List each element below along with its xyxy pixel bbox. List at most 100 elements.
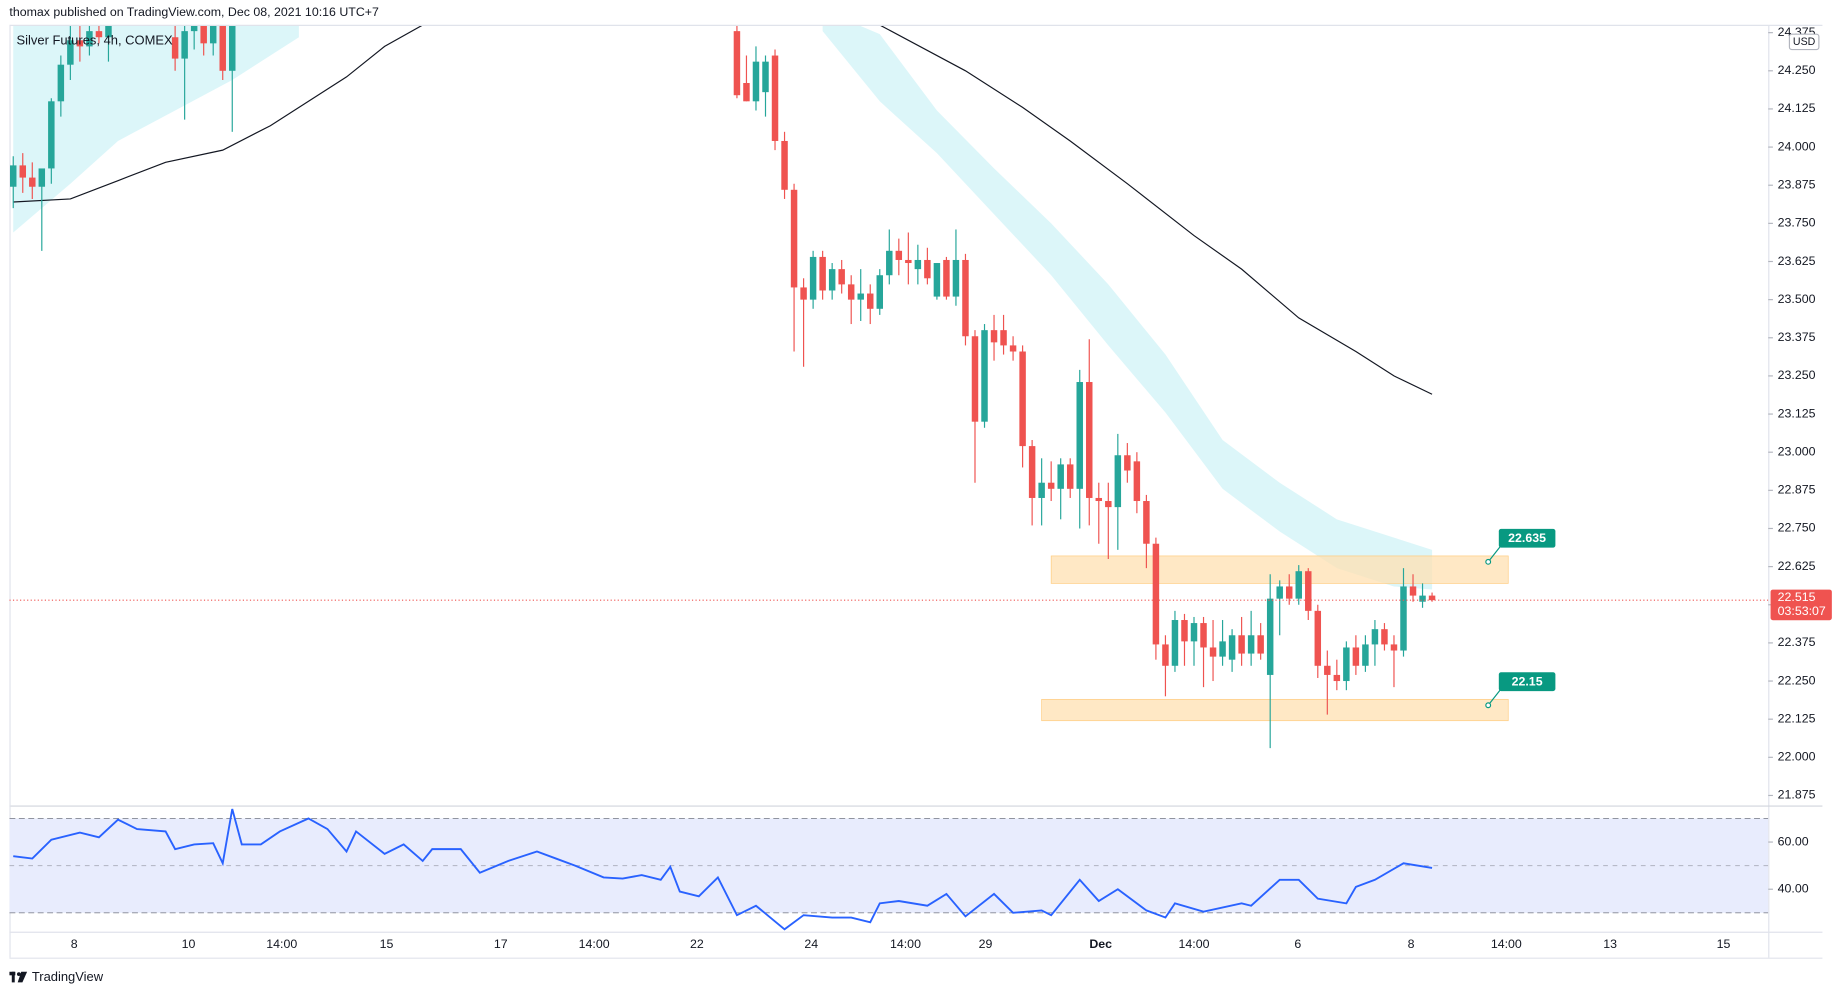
x-tick-label: 8	[71, 937, 78, 951]
callout-anchor	[1485, 558, 1492, 565]
x-tick-label: 6	[1294, 937, 1301, 951]
candle-body	[1295, 571, 1302, 599]
x-tick-label: 14:00	[890, 937, 921, 951]
candle-body	[1247, 635, 1255, 654]
candle-body	[743, 83, 750, 102]
candle-body	[1219, 641, 1226, 657]
candle-body	[971, 336, 979, 422]
y-tick-label: 22.375	[1778, 635, 1816, 649]
candle-body	[800, 287, 807, 300]
candle-body	[781, 140, 788, 190]
candle-body	[981, 330, 988, 422]
price-pane	[9, 25, 1769, 749]
candle-body	[914, 259, 922, 270]
candle-body	[1390, 644, 1398, 651]
y-tick-label: 22.625	[1778, 559, 1816, 573]
rsi-y-tick-label: 60.00	[1778, 834, 1809, 848]
candle-body	[819, 256, 826, 291]
candle-body	[1057, 464, 1064, 489]
candle-body	[1428, 595, 1436, 601]
candle-body	[95, 31, 103, 38]
candle-body	[1095, 497, 1103, 502]
candle-body	[1009, 345, 1017, 352]
candle-body	[1019, 351, 1026, 447]
y-tick-label: 21.875	[1778, 788, 1816, 802]
rsi-y-tick-label: 40.00	[1778, 881, 1809, 895]
x-tick-label: 8	[1408, 937, 1415, 951]
candle-body	[1114, 455, 1122, 508]
candle-body	[943, 259, 950, 297]
candle-body	[1257, 635, 1264, 654]
candle-body	[181, 31, 188, 59]
candle-body	[762, 61, 769, 93]
brand: TradingView	[32, 969, 104, 984]
candle-body	[1209, 647, 1217, 657]
y-tick-label: 23.125	[1778, 406, 1816, 420]
x-tick-label: 14:00	[1179, 937, 1210, 951]
candle-body	[1000, 330, 1007, 346]
callout-box	[1498, 528, 1556, 548]
candle-body	[790, 189, 798, 288]
callout-line	[1487, 688, 1502, 706]
candle-body	[1076, 382, 1083, 489]
candle-body	[1276, 586, 1283, 599]
candle-body	[19, 165, 26, 178]
candle-body	[1105, 501, 1112, 508]
currency-label: USD	[1793, 36, 1816, 48]
x-tick-label: 10	[182, 937, 196, 951]
candle-body	[229, 25, 236, 71]
x-tick-label: 14:00	[1491, 937, 1522, 951]
candle-body	[847, 284, 855, 300]
candle-body	[76, 40, 84, 47]
candle-body	[1381, 629, 1388, 645]
last-price-label: 22.515	[1778, 590, 1816, 604]
callout-anchor	[1485, 702, 1492, 709]
legend-title: Silver Futures, 4h, COMEX	[17, 33, 174, 48]
x-tick-label: 15	[1717, 937, 1731, 951]
candle-body	[1066, 464, 1074, 489]
candle-body	[1028, 446, 1036, 498]
y-tick-label: 22.875	[1778, 483, 1816, 497]
candle-body	[809, 256, 817, 300]
candle-body	[1124, 455, 1131, 471]
header: thomax published on TradingView.com, Dec…	[9, 5, 379, 19]
candle-body	[1047, 482, 1055, 489]
candle-body	[190, 25, 198, 32]
candle-body	[1400, 586, 1407, 651]
candle-body	[1362, 644, 1369, 666]
y-tick-label: 23.875	[1778, 177, 1816, 191]
zone	[1041, 698, 1509, 722]
candle-body	[1200, 623, 1207, 648]
last-price-badge	[1770, 589, 1832, 621]
candle-body	[752, 61, 760, 102]
candle-body	[895, 250, 903, 260]
candle-body	[1419, 595, 1426, 602]
candle-body	[867, 293, 874, 309]
candle-body	[57, 64, 65, 102]
x-tick-label: 29	[979, 937, 993, 951]
candle-body	[828, 269, 836, 291]
x-tick-label: 24	[804, 937, 818, 951]
candle-body	[771, 55, 779, 141]
candle-body	[1333, 674, 1341, 682]
candle-body	[1228, 635, 1236, 660]
ema-band	[822, 25, 1433, 590]
candle-body	[990, 330, 998, 343]
x-tick-label: 14:00	[579, 937, 610, 951]
candle-body	[10, 165, 17, 187]
candle-body	[86, 31, 93, 47]
candle-body	[1162, 644, 1169, 666]
x-tick-label: 17	[494, 937, 508, 951]
currency-badge	[1788, 33, 1820, 51]
candle-body	[1305, 571, 1312, 611]
candle-body	[952, 259, 960, 297]
candle-body	[48, 101, 55, 169]
candle-body	[1133, 461, 1141, 502]
candle-body	[924, 259, 931, 279]
rsi-line	[13, 808, 1433, 931]
countdown-label: 03:53:07	[1778, 604, 1826, 618]
candle-body	[1152, 543, 1160, 645]
candle-body	[38, 168, 46, 187]
candle-body	[886, 250, 893, 276]
